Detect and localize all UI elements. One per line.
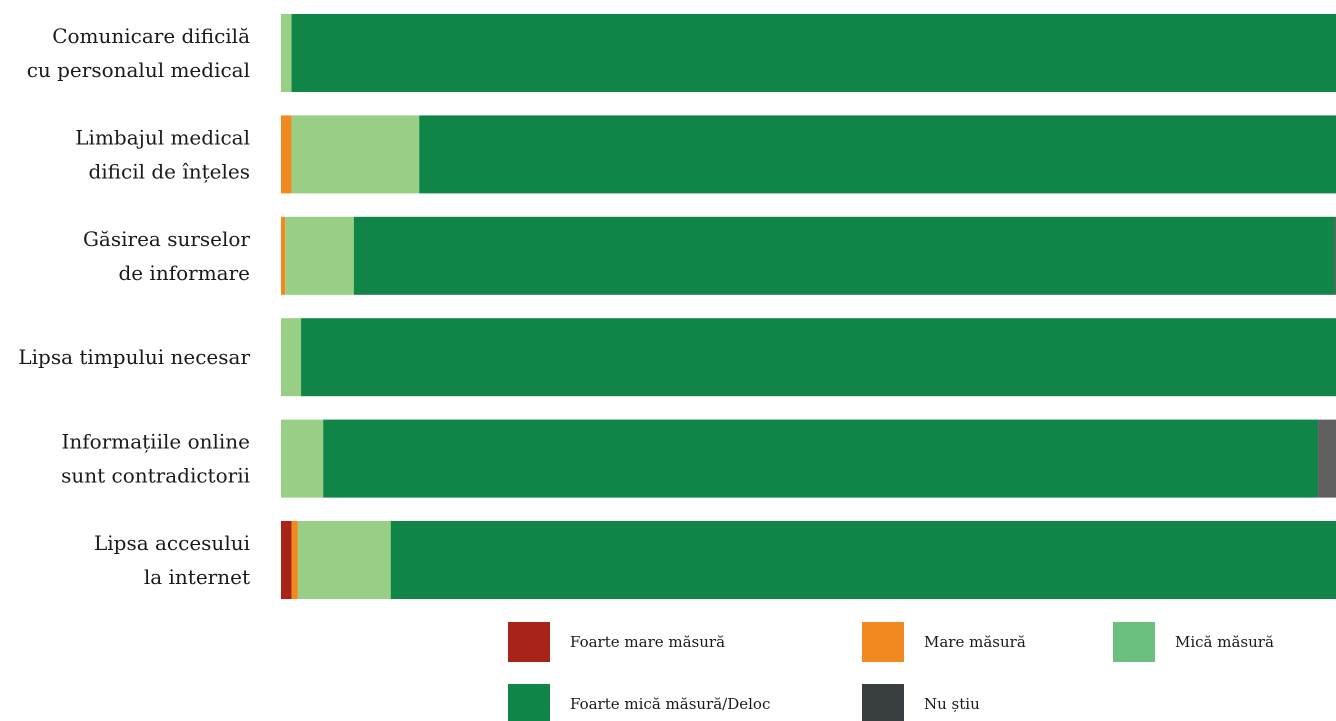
bars-layer: [281, 14, 1336, 599]
legend-label: Mică măsură: [1175, 633, 1274, 651]
category-label: Lipsa timpului necesar: [18, 345, 250, 369]
category-label-line: la internet: [144, 565, 250, 589]
bar-1-mica-masura: [281, 14, 292, 92]
category-label-line: de informare: [118, 261, 250, 285]
category-label: Comunicare dificilă cu personalul medical: [27, 24, 250, 82]
bar-3-mica-masura: [285, 216, 354, 295]
legend-item-foarte-mare-masura: Foarte mare măsură: [508, 622, 725, 662]
legend-label: Foarte mică măsură/Deloc: [570, 695, 770, 713]
bar-1-foarte-mica-masura-deloc: [291, 14, 1336, 92]
bar-6-mica-masura: [297, 521, 391, 599]
category-label-line: cu personalul medical: [27, 58, 250, 82]
legend-label: Nu știu: [924, 695, 980, 713]
legend-item-foarte-mica-masura-deloc: Foarte mică măsură/Deloc: [508, 684, 770, 721]
category-label: Lipsa accesului la internet: [94, 531, 250, 589]
category-label: Informațiile online sunt contradictorii: [61, 430, 250, 488]
bar-2-foarte-mica-masura-deloc: [419, 115, 1336, 194]
category-label-line: Găsirea surselor: [83, 227, 250, 251]
legend-label: Foarte mare măsură: [570, 633, 725, 651]
category-labels: Comunicare dificilă cu personalul medical…: [18, 24, 250, 589]
category-label-line: sunt contradictorii: [61, 464, 250, 488]
legend-swatch: [862, 684, 904, 721]
legend-label: Mare măsură: [924, 633, 1026, 651]
category-label-line: Limbajul medical: [75, 125, 250, 149]
bar-3-mare-masura: [281, 216, 286, 295]
bar-5-mica-masura: [281, 419, 324, 498]
bar-6-foarte-mica-masura-deloc: [390, 521, 1336, 599]
category-label-line: dificil de înțeles: [88, 159, 250, 183]
bar-2-mare-masura: [281, 115, 292, 194]
bar-6-mare-masura: [291, 521, 298, 599]
category-label: Găsirea surselor de informare: [83, 227, 250, 285]
legend-item-mare-masura: Mare măsură: [862, 622, 1026, 662]
category-label-line: Lipsa timpului necesar: [18, 345, 250, 369]
legend-item-nu-stiu: Nu știu: [862, 684, 980, 721]
category-label-line: Informațiile online: [61, 430, 250, 454]
bar-3-nu-stiu: [1334, 216, 1336, 295]
bar-2-mica-masura: [291, 115, 420, 194]
legend-item-mica-masura: Mică măsură: [1113, 622, 1274, 662]
category-label: Limbajul medical dificil de înțeles: [75, 125, 250, 183]
category-label-line: Comunicare dificilă: [52, 24, 250, 48]
legend-swatch: [1113, 622, 1155, 662]
bar-4-mica-masura: [281, 318, 302, 397]
legend-swatch: [508, 622, 550, 662]
legend-swatch: [862, 622, 904, 662]
bar-5-nu-stiu: [1318, 419, 1336, 498]
legend: Foarte mare măsură Mare măsură Mică măsură…: [508, 622, 1274, 721]
bar-4-foarte-mica-masura-deloc: [301, 318, 1336, 397]
bar-5-foarte-mica-masura-deloc: [323, 419, 1319, 498]
category-label-line: Lipsa accesului: [94, 531, 250, 555]
legend-swatch: [508, 684, 550, 721]
bar-6-foarte-mare-masura: [281, 521, 292, 599]
bar-3-foarte-mica-masura-deloc: [353, 216, 1335, 295]
